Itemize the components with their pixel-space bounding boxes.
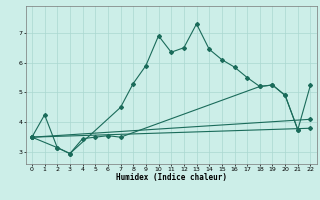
X-axis label: Humidex (Indice chaleur): Humidex (Indice chaleur) xyxy=(116,173,227,182)
